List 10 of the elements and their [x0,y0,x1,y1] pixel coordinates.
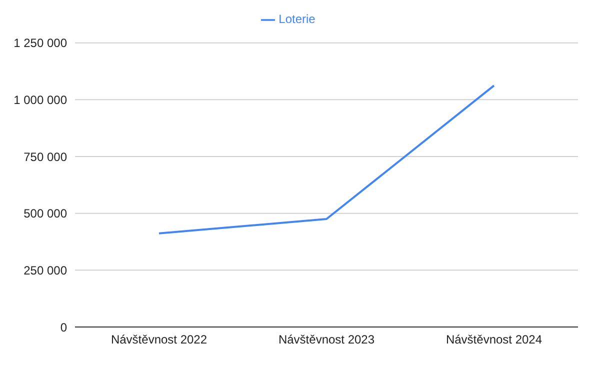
legend-label: Loterie [278,12,316,26]
y-tick-label: 0 [60,320,68,334]
y-tick-label: 1 250 000 [14,36,68,50]
x-tick-label: Návštěvnost 2023 [278,332,375,347]
y-tick-label: 1 000 000 [14,92,68,107]
y-tick-label: 750 000 [24,150,68,164]
x-tick-label: Návštěvnost 2024 [446,332,542,347]
y-tick-label: 250 000 [24,263,68,278]
x-tick-label: Návštěvnost 2022 [110,332,208,347]
y-tick-label: 500 000 [24,206,68,221]
